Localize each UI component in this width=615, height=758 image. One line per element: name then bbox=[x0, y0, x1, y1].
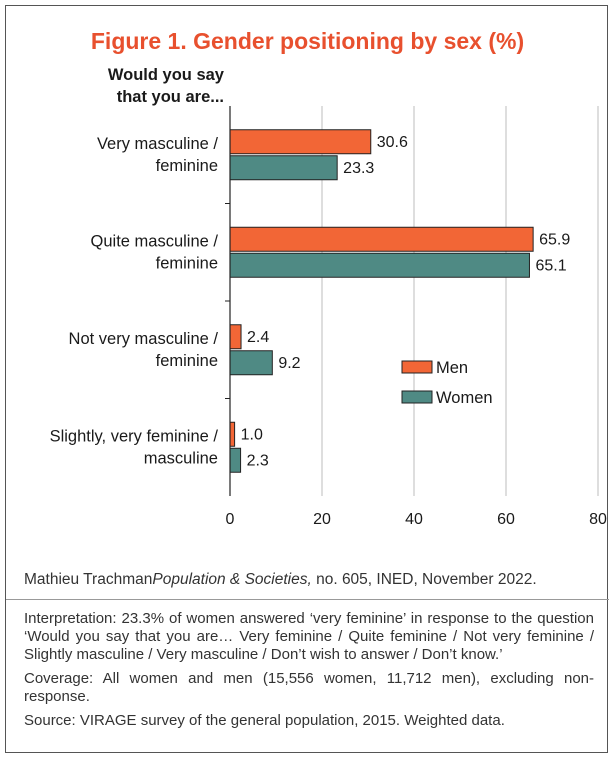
bar-women bbox=[229, 155, 338, 181]
x-tick-label: 80 bbox=[589, 511, 607, 528]
bar-chart: 0 20 40 60 80 Would you say that you are... 30.… bbox=[50, 66, 607, 528]
x-tick-label: 20 bbox=[313, 511, 331, 528]
category-label: feminine bbox=[156, 352, 218, 370]
figure-credit: Mathieu TrachmanPopulation & Societies, … bbox=[24, 571, 537, 589]
bar-women bbox=[229, 447, 242, 473]
bar-men bbox=[229, 324, 242, 350]
category-label: masculine bbox=[144, 449, 218, 467]
bar-men bbox=[229, 421, 236, 447]
figure-notes: Interpretation: 23.3% of women answered … bbox=[24, 610, 594, 736]
note-coverage: Coverage: All women and men (15,556 wome… bbox=[24, 670, 594, 705]
bar-women bbox=[229, 350, 273, 376]
axis-heading: that you are... bbox=[117, 88, 224, 106]
figure-frame: Figure 1. Gender positioning by sex (%) … bbox=[5, 5, 609, 753]
legend-label-men: Men bbox=[436, 359, 468, 377]
data-label: 2.3 bbox=[247, 452, 269, 469]
x-tick-label: 60 bbox=[497, 511, 515, 528]
data-label: 1.0 bbox=[241, 426, 263, 443]
data-label: 30.6 bbox=[377, 134, 408, 151]
axis-heading: Would you say bbox=[108, 66, 225, 84]
category-label: feminine bbox=[156, 254, 218, 272]
category-label: Very masculine / bbox=[97, 135, 218, 153]
category-label: Quite masculine / bbox=[91, 232, 219, 250]
category-label: feminine bbox=[156, 157, 218, 175]
legend-swatch-men bbox=[401, 360, 433, 374]
legend-swatch-women bbox=[401, 390, 433, 404]
note-source: Source: VIRAGE survey of the general pop… bbox=[24, 712, 505, 729]
figure-title: Figure 1. Gender positioning by sex (%) bbox=[90, 28, 525, 54]
credit-journal: Population & Societies, bbox=[152, 571, 312, 588]
data-label: 65.9 bbox=[539, 231, 570, 248]
data-label: 2.4 bbox=[247, 329, 269, 346]
data-label: 23.3 bbox=[343, 160, 374, 177]
legend-label-women: Women bbox=[436, 389, 493, 407]
bar-men bbox=[229, 129, 372, 155]
data-label: 9.2 bbox=[278, 355, 300, 372]
x-tick-label: 0 bbox=[226, 511, 235, 528]
bar-men bbox=[229, 226, 534, 252]
separator-line bbox=[6, 599, 609, 600]
note-interpretation: Interpretation: 23.3% of women answered … bbox=[24, 610, 594, 663]
category-label: Not very masculine / bbox=[69, 330, 219, 348]
category-label: Slightly, very feminine / bbox=[50, 427, 219, 445]
bar-women bbox=[229, 252, 530, 278]
credit-author: Mathieu Trachman bbox=[24, 571, 153, 588]
credit-rest: no. 605, INED, November 2022. bbox=[311, 571, 537, 588]
data-label: 65.1 bbox=[535, 257, 566, 274]
x-tick-label: 40 bbox=[405, 511, 423, 528]
